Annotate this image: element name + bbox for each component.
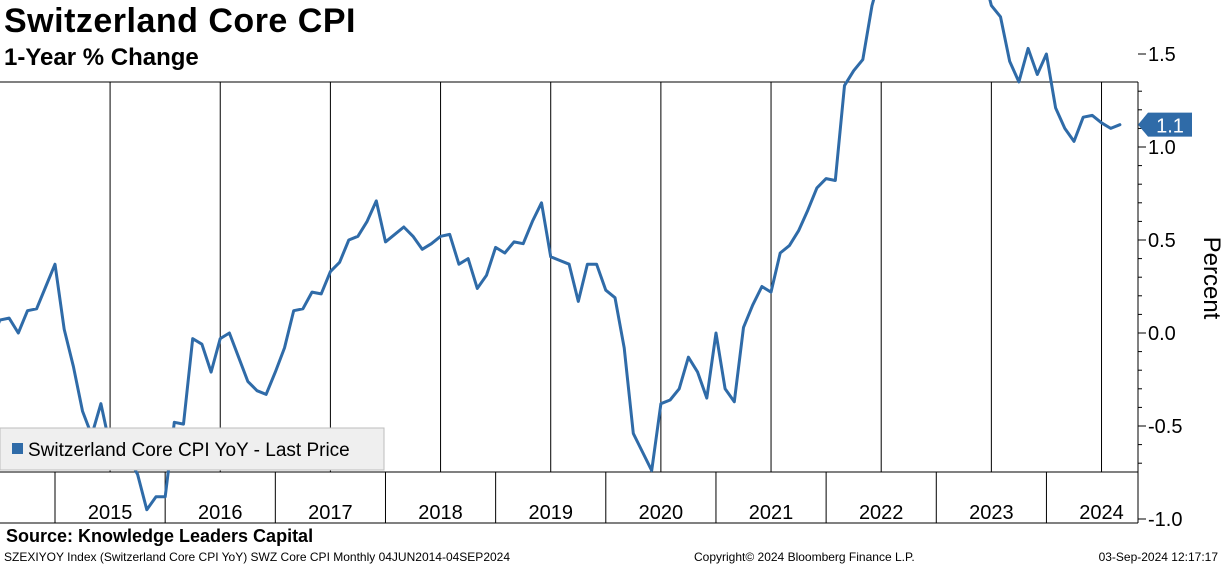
x-tick-label: 2017 <box>308 502 353 524</box>
x-tick-label: 2018 <box>418 502 463 524</box>
legend-swatch <box>12 443 23 454</box>
legend-box <box>0 427 385 471</box>
y-tick-label: 1.0 <box>1148 137 1176 159</box>
y-tick-label: 0.0 <box>1148 323 1176 345</box>
y-tick-label: -0.5 <box>1148 416 1182 438</box>
y-tick-label: -1.0 <box>1148 509 1182 531</box>
x-tick-label: 2023 <box>969 502 1014 524</box>
chart-subtitle: 1-Year % Change <box>4 44 199 71</box>
series-line <box>0 0 1122 512</box>
ticker-info: SZEXIYOY Index (Switzerland Core CPI YoY… <box>4 550 511 564</box>
y-tick-label: 1.5 <box>1148 44 1176 66</box>
source-note: Source: Knowledge Leaders Capital <box>6 526 314 546</box>
y-tick-label: 0.5 <box>1148 230 1176 252</box>
x-tick-label: 2019 <box>528 502 573 524</box>
y-axis-label: Percent <box>1198 237 1224 320</box>
x-tick-label: 2020 <box>639 502 684 524</box>
legend-label: Switzerland Core CPI YoY - Last Price <box>28 440 350 461</box>
x-tick-label: 2024 <box>1079 502 1124 524</box>
x-tick-label: 2016 <box>198 502 243 524</box>
x-tick-label: 2015 <box>88 502 133 524</box>
copyright-note: Copyright© 2024 Bloomberg Finance L.P. <box>694 550 915 564</box>
x-tick-label: 2021 <box>749 502 794 524</box>
timestamp: 03-Sep-2024 12:17:17 <box>1098 550 1218 564</box>
last-value-label: 1.1 <box>1156 116 1184 138</box>
last-value-marker <box>1138 112 1192 137</box>
chart-title: Switzerland Core CPI <box>4 2 356 40</box>
x-tick-label: 2022 <box>859 502 904 524</box>
